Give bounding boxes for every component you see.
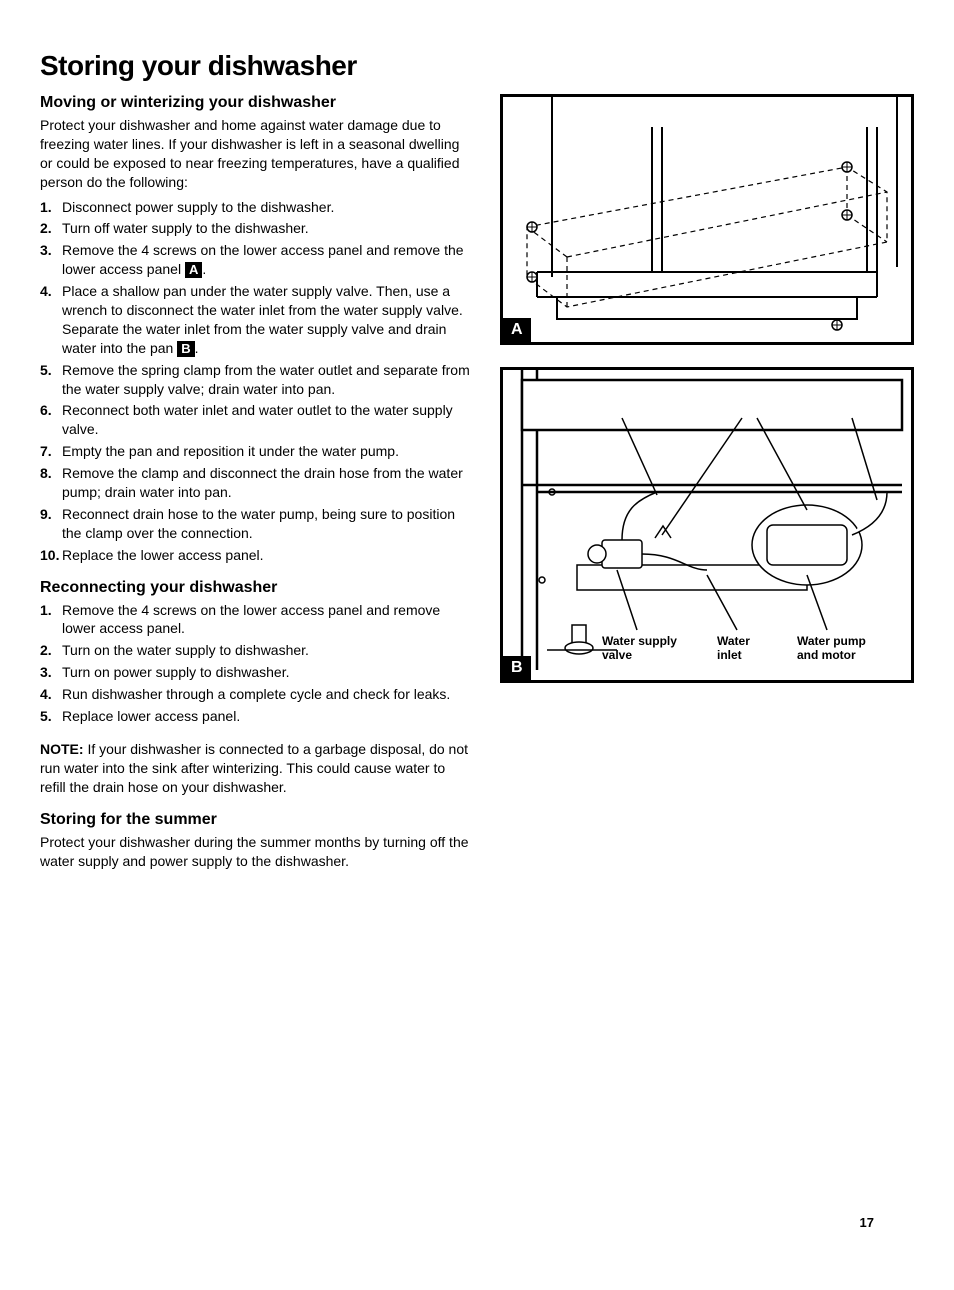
reconnect-steps: Remove the 4 screws on the lower access … — [40, 601, 470, 726]
summer-heading: Storing for the summer — [40, 811, 470, 829]
list-item: Remove the spring clamp from the water o… — [40, 361, 470, 399]
label-water-inlet-2: inlet — [717, 648, 742, 662]
right-column: A Water outlet Spring clamp Drain hose — [500, 94, 914, 876]
list-item: Turn on power supply to dishwasher. — [40, 663, 470, 682]
list-item: Empty the pan and reposition it under th… — [40, 442, 470, 461]
figure-b-svg: Water outlet Spring clamp Drain hose — [503, 370, 911, 680]
list-item: Place a shallow pan under the water supp… — [40, 282, 470, 358]
figure-b-label: B — [503, 656, 531, 680]
figure-a-svg — [503, 97, 911, 342]
list-item: Remove the 4 screws on the lower access … — [40, 241, 470, 279]
list-item: Remove the 4 screws on the lower access … — [40, 601, 470, 639]
note-text: If your dishwasher is connected to a gar… — [40, 741, 468, 795]
left-column: Moving or winterizing your dishwasher Pr… — [40, 94, 470, 876]
label-water-supply-valve-2: valve — [602, 648, 632, 662]
moving-intro: Protect your dishwasher and home against… — [40, 116, 470, 192]
list-item: Replace lower access panel. — [40, 707, 470, 726]
figure-a: A — [500, 94, 914, 345]
reconnect-heading: Reconnecting your dishwasher — [40, 579, 470, 597]
label-water-inlet-1: Water — [717, 634, 750, 648]
reconnect-note: NOTE: If your dishwasher is connected to… — [40, 740, 470, 797]
list-item: Disconnect power supply to the dishwashe… — [40, 198, 470, 217]
list-item: Remove the clamp and disconnect the drai… — [40, 464, 470, 502]
moving-heading: Moving or winterizing your dishwasher — [40, 94, 470, 112]
reference-box: B — [177, 341, 194, 357]
label-water-pump-1: Water pump — [797, 634, 866, 648]
list-item: Turn on the water supply to dishwasher. — [40, 641, 470, 660]
list-item: Turn off water supply to the dishwasher. — [40, 219, 470, 238]
list-item: Replace the lower access panel. — [40, 546, 470, 565]
reference-box: A — [185, 262, 202, 278]
summer-text: Protect your dishwasher during the summe… — [40, 833, 470, 871]
figure-b: Water outlet Spring clamp Drain hose — [500, 367, 914, 683]
page-number: 17 — [860, 1215, 874, 1230]
label-water-supply-valve-1: Water supply — [602, 634, 677, 648]
figure-a-label: A — [503, 318, 531, 342]
note-label: NOTE: — [40, 741, 84, 757]
list-item: Run dishwasher through a complete cycle … — [40, 685, 470, 704]
label-water-pump-2: and motor — [797, 648, 856, 662]
moving-steps: Disconnect power supply to the dishwashe… — [40, 198, 470, 565]
list-item: Reconnect drain hose to the water pump, … — [40, 505, 470, 543]
list-item: Reconnect both water inlet and water out… — [40, 401, 470, 439]
page-title: Storing your dishwasher — [40, 50, 914, 82]
